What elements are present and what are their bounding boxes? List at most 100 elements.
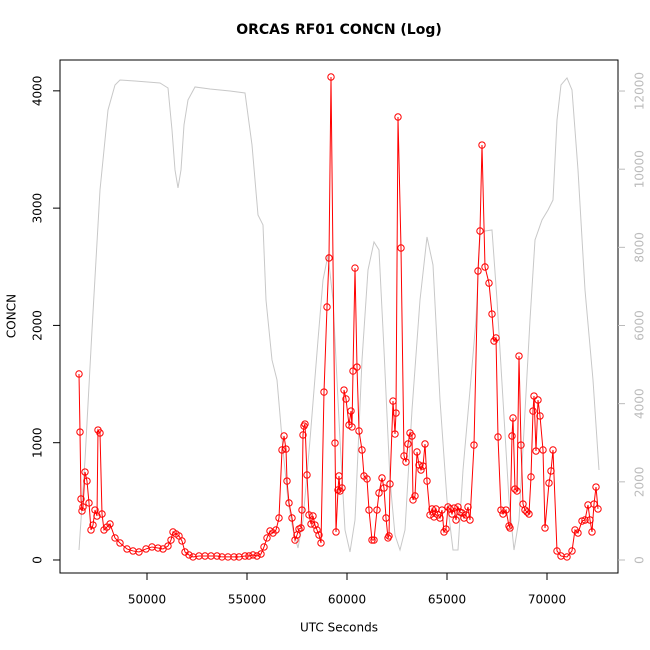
series-line	[78, 77, 599, 558]
data-point	[241, 552, 249, 560]
data-point	[478, 141, 486, 149]
data-point	[116, 539, 124, 547]
data-point	[389, 397, 397, 405]
data-point	[417, 466, 425, 474]
data-point	[301, 420, 309, 428]
data-point	[529, 407, 537, 415]
data-point	[382, 514, 390, 522]
data-point	[167, 536, 175, 544]
data-point	[492, 334, 500, 342]
x-tick-label: 55000	[228, 593, 266, 607]
data-point	[365, 506, 373, 514]
y2-tick-label: 6000	[633, 310, 647, 341]
data-point	[394, 113, 402, 121]
data-point	[363, 475, 371, 483]
data-point	[253, 552, 261, 560]
data-point	[106, 520, 114, 528]
data-point	[332, 528, 340, 536]
data-point	[331, 439, 339, 447]
data-point	[454, 503, 462, 511]
data-point	[368, 536, 376, 544]
data-point	[323, 303, 331, 311]
data-point	[307, 520, 315, 528]
data-point	[474, 267, 482, 275]
y-tick-label: 1000	[31, 427, 45, 458]
data-point	[466, 516, 474, 524]
y-tick-label: 2000	[31, 310, 45, 341]
data-point	[98, 510, 106, 518]
data-point	[581, 516, 589, 524]
data-point	[539, 446, 547, 454]
data-point	[340, 386, 348, 394]
data-point	[476, 227, 484, 235]
y2-tick-label: 8000	[633, 232, 647, 263]
data-point	[408, 432, 416, 440]
data-point	[325, 254, 333, 262]
data-point	[404, 440, 412, 448]
data-point	[78, 507, 86, 515]
data-point	[135, 548, 143, 556]
data-point	[532, 447, 540, 455]
y2-tick-label: 10000	[633, 150, 647, 188]
y2-tick-label: 4000	[633, 388, 647, 419]
data-point	[299, 431, 307, 439]
data-point	[450, 504, 458, 512]
data-point	[415, 461, 423, 469]
data-point	[568, 547, 576, 555]
data-point	[96, 429, 104, 437]
data-point	[230, 553, 238, 561]
data-point	[462, 511, 470, 519]
data-point	[527, 473, 535, 481]
data-point	[547, 467, 555, 475]
data-point	[178, 537, 186, 545]
data-point	[315, 531, 323, 539]
data-point	[421, 440, 429, 448]
y-tick-label: 3000	[31, 193, 45, 224]
data-point	[317, 539, 325, 547]
data-point	[81, 468, 89, 476]
data-point	[588, 528, 596, 536]
data-point	[488, 310, 496, 318]
x-tick-label: 65000	[428, 593, 466, 607]
data-point	[260, 543, 268, 551]
y2-tick-label: 2000	[633, 467, 647, 498]
data-point	[497, 506, 505, 514]
y-tick-label: 4000	[31, 76, 45, 107]
series-line	[78, 77, 600, 553]
y-tick-label: 0	[31, 556, 45, 564]
data-point	[409, 496, 417, 504]
data-point	[592, 483, 600, 491]
data-point	[338, 484, 346, 492]
data-point	[347, 407, 355, 415]
data-point	[164, 542, 172, 550]
data-point	[342, 395, 350, 403]
data-point	[380, 484, 388, 492]
y-axis-label: CONCN	[5, 294, 19, 338]
data-point	[385, 532, 393, 540]
data-point	[85, 499, 93, 507]
data-point	[586, 516, 594, 524]
data-point	[370, 536, 378, 544]
data-point	[257, 550, 265, 558]
data-point	[87, 526, 95, 534]
data-point	[275, 514, 283, 522]
data-point	[386, 480, 394, 488]
data-point	[83, 477, 91, 485]
x-axis-label: UTC Seconds	[300, 621, 378, 635]
data-point	[285, 499, 293, 507]
data-point	[446, 505, 454, 513]
data-point	[402, 458, 410, 466]
data-point	[378, 474, 386, 482]
data-point	[335, 472, 343, 480]
data-point	[355, 427, 363, 435]
data-point	[77, 495, 85, 503]
y2-tick-label: 12000	[633, 72, 647, 110]
data-point	[508, 432, 516, 440]
data-point	[391, 430, 399, 438]
data-point	[523, 508, 531, 516]
data-point	[288, 514, 296, 522]
data-point	[111, 534, 119, 542]
data-point	[213, 552, 221, 560]
data-point	[517, 441, 525, 449]
